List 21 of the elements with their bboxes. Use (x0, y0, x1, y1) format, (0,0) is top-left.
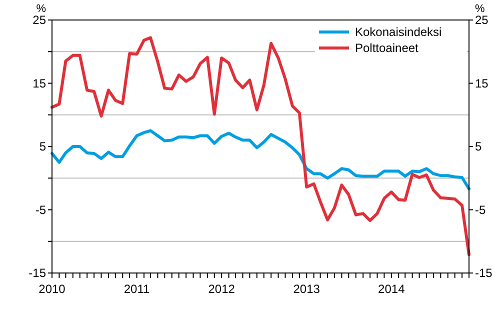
y-tick-label: -15 (28, 266, 46, 280)
y-tick-label: 15 (32, 76, 46, 90)
x-tick-label: 2012 (208, 282, 236, 296)
line-series (50, 36, 470, 256)
y-tick-label: 25 (32, 13, 46, 28)
y2-tick-label: -5 (475, 202, 486, 217)
y2-tick-label: 15 (475, 76, 489, 90)
y2-axis-title: % (475, 3, 485, 15)
legend-label: Kokonaisindeksi (355, 25, 442, 40)
x-tick-label: 2010 (38, 282, 66, 296)
legend-label: Polttoaineet (355, 41, 420, 56)
y-tick-label: -5 (35, 202, 46, 217)
y-tick-label: 5 (39, 140, 46, 154)
y2-tick-label: 5 (475, 140, 482, 154)
line-series (50, 129, 470, 190)
x-tick-label: 2014 (378, 282, 406, 296)
y2-tick-label: 25 (475, 13, 489, 28)
y-axis-title: % (36, 3, 46, 15)
y2-tick-label: -15 (475, 266, 493, 280)
x-tick-label: 2013 (293, 282, 320, 296)
x-tick-label: 2011 (124, 282, 150, 296)
